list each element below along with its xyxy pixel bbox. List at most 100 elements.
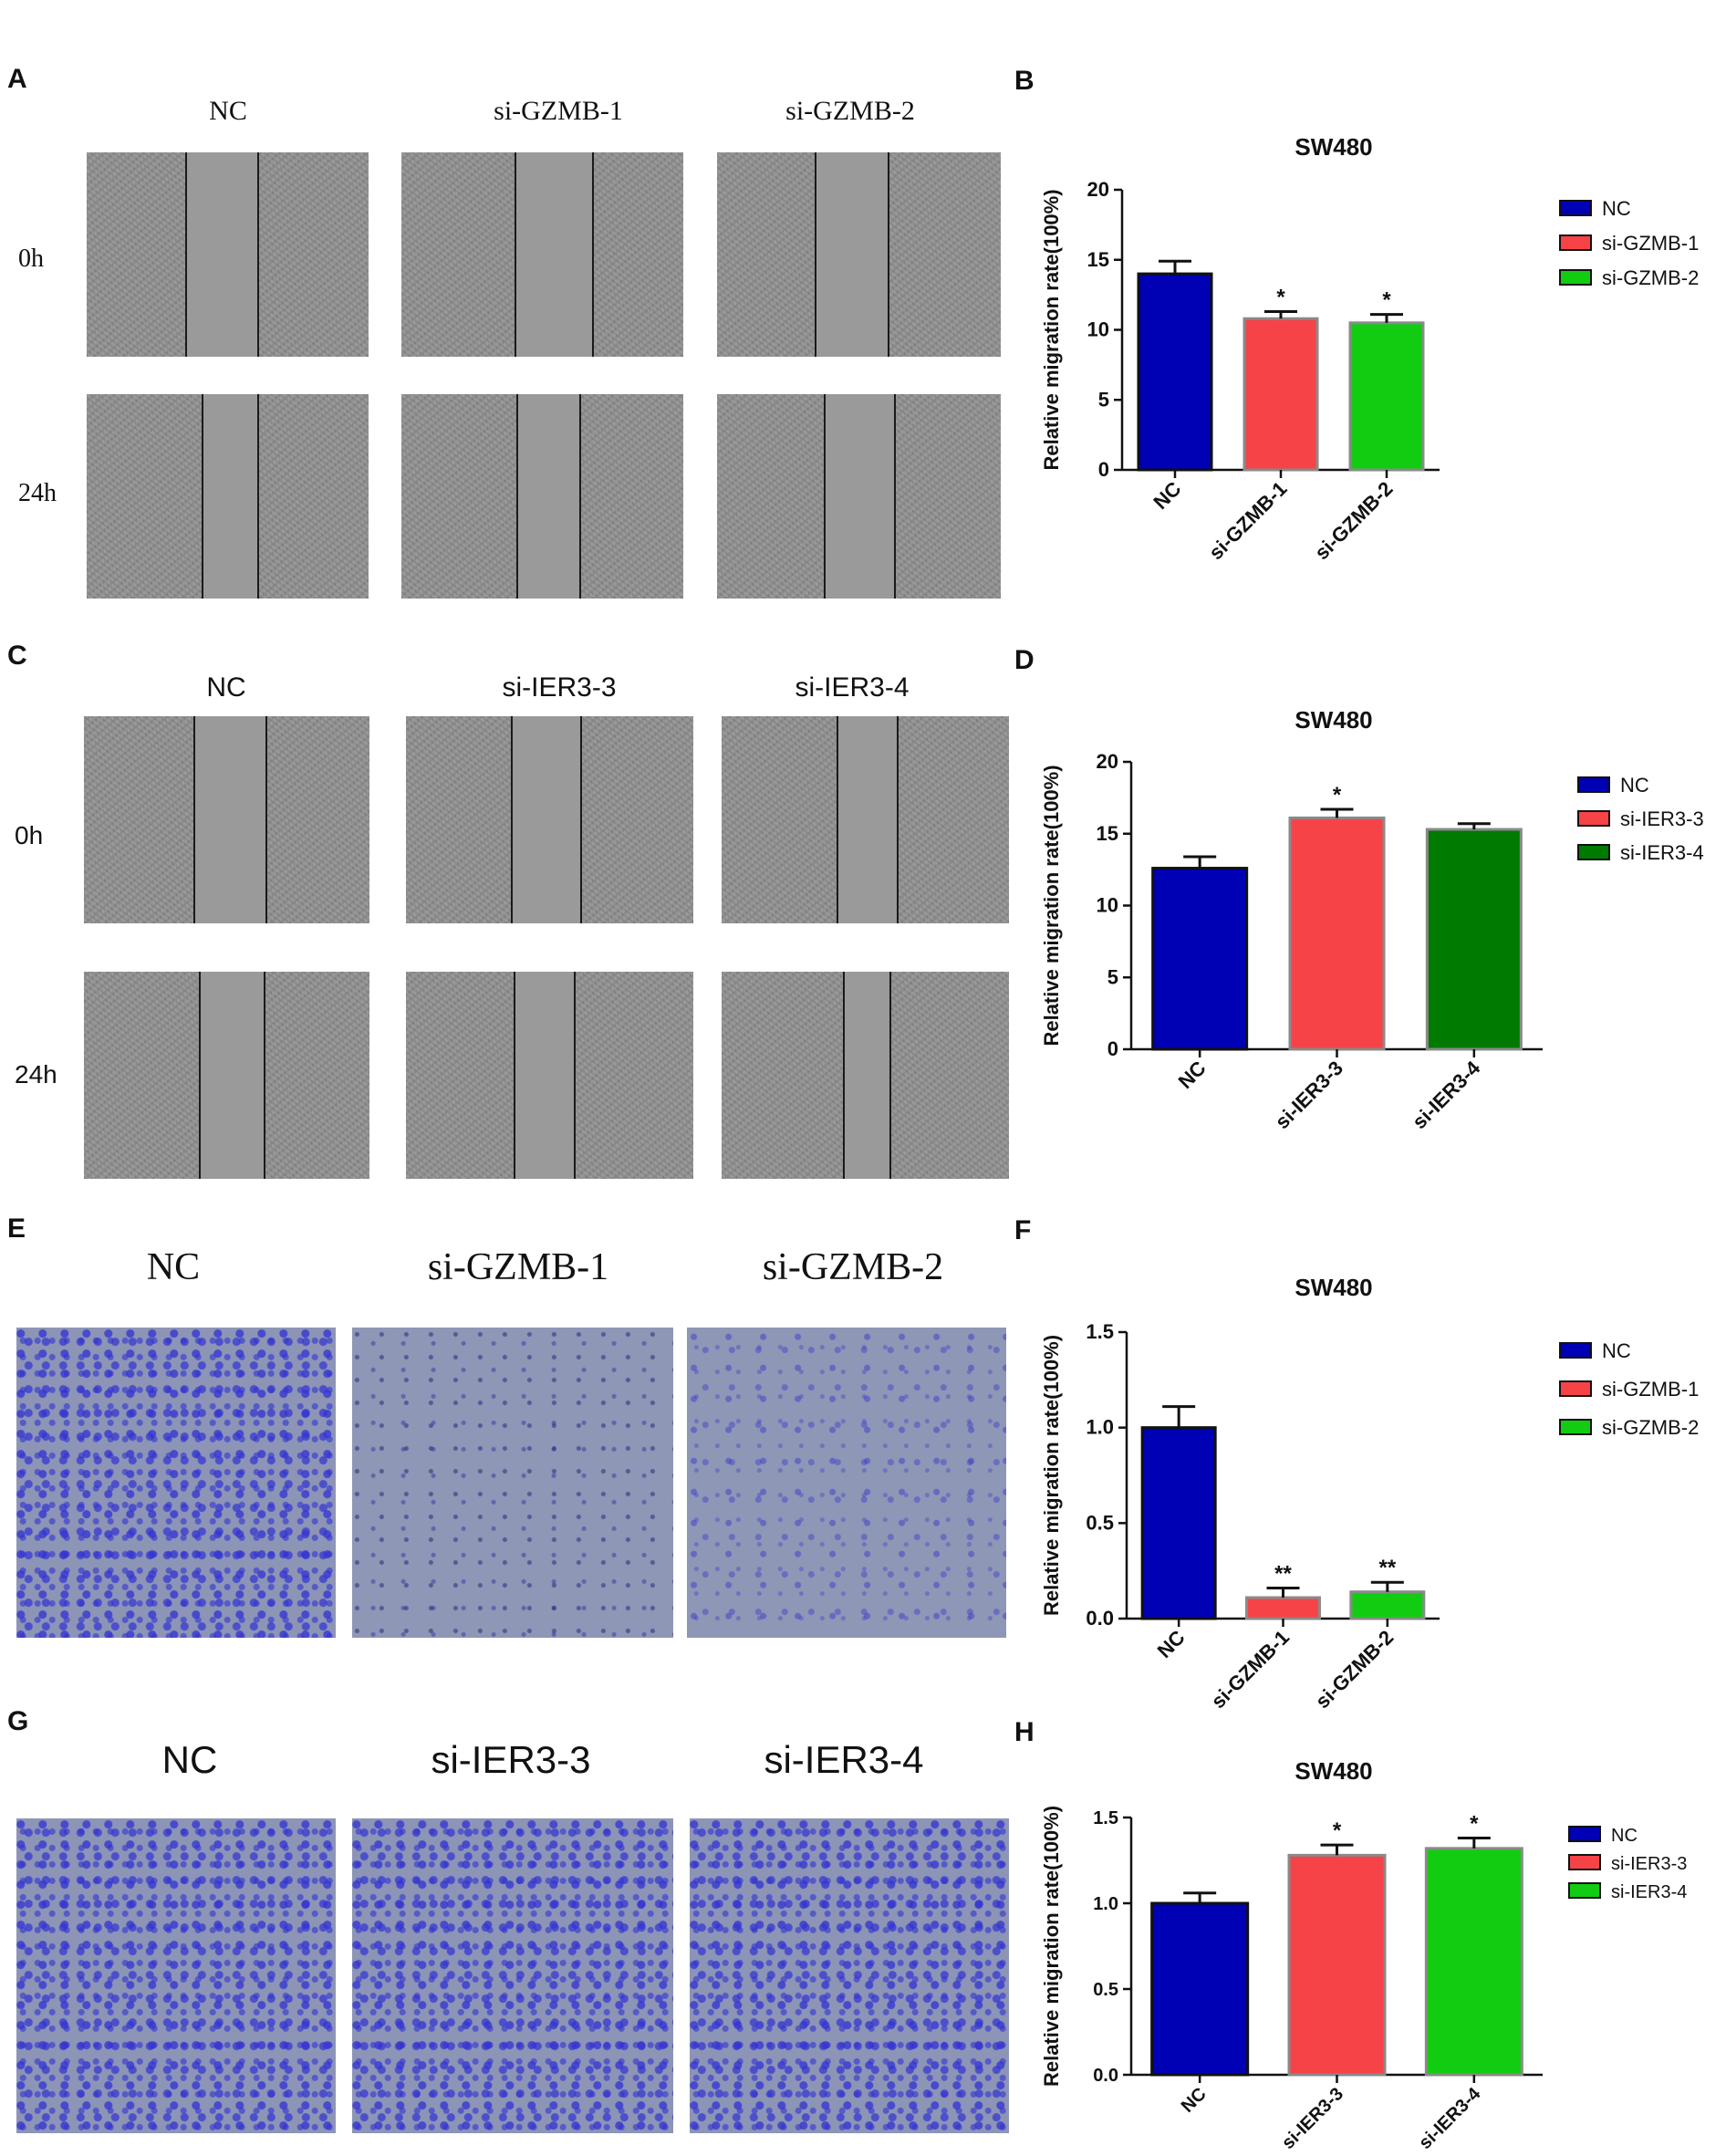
chart-title: SW480 <box>1294 133 1372 161</box>
y-tick-label: 15 <box>1097 822 1118 845</box>
column-label-si-ier3-3: si-IER3-3 <box>502 672 617 703</box>
y-axis-label: Relative migration rate(100%) <box>1040 1806 1063 2087</box>
legend-swatch <box>1577 810 1610 827</box>
wound-image-nc-0h <box>84 716 369 923</box>
bar-si-ier3-4 <box>1424 1847 1523 2077</box>
y-tick-label: 1.5 <box>1086 1320 1114 1343</box>
legend-label: NC <box>1611 1826 1638 1846</box>
bar-nc <box>1151 867 1249 1051</box>
legend-label: si-IER3-3 <box>1620 807 1704 830</box>
wound-image-si-gzmb-1-24h <box>401 394 683 599</box>
panel-letter-g: G <box>7 1706 29 1736</box>
legend-label: NC <box>1602 197 1631 220</box>
panel-letter-f: F <box>1014 1215 1031 1245</box>
y-tick-label: 20 <box>1087 178 1109 201</box>
row-label-0h: 0h <box>18 245 44 273</box>
bar-nc <box>1150 1901 1250 2077</box>
column-label-si-gzmb-1: si-GZMB-1 <box>494 96 623 126</box>
y-tick-label: 0.0 <box>1086 1607 1114 1630</box>
transwell-image-nc <box>16 1328 336 1638</box>
legend-label: si-IER3-4 <box>1620 841 1704 864</box>
legend-swatch <box>1559 1380 1592 1397</box>
bar-si-ier3-4 <box>1425 828 1523 1051</box>
panel-letter-e: E <box>7 1213 26 1244</box>
wound-image-si-gzmb-2-24h <box>717 394 1001 599</box>
legend-swatch <box>1577 844 1610 860</box>
significance-marker: * <box>1333 783 1342 807</box>
bar-si-gzmb-2 <box>1349 1590 1426 1620</box>
legend-label: si-GZMB-2 <box>1602 1416 1699 1439</box>
row-label-0h: 0h <box>15 821 44 849</box>
legend-swatch <box>1568 1826 1601 1842</box>
legend-swatch <box>1568 1854 1601 1870</box>
column-label-si-ier3-4: si-IER3-4 <box>764 1738 924 1781</box>
column-label-nc: NC <box>146 1246 201 1288</box>
significance-marker: * <box>1470 1812 1479 1837</box>
bar-si-gzmb-2 <box>1348 321 1425 472</box>
y-tick-label: 10 <box>1087 318 1109 341</box>
y-tick-label: 10 <box>1097 894 1118 917</box>
wound-image-si-ier3-4-0h <box>722 716 1009 923</box>
significance-marker: * <box>1333 1818 1342 1843</box>
panel-letter-h: H <box>1014 1717 1035 1747</box>
column-label-nc: NC <box>209 96 247 126</box>
transwell-image-si-ier3-4 <box>690 1818 1009 2133</box>
x-tick-label: si-GZMB-1 <box>1204 477 1291 564</box>
x-tick-label: si-GZMB-2 <box>1311 1626 1398 1713</box>
legend-swatch <box>1577 776 1610 793</box>
wound-image-si-ier3-4-24h <box>722 972 1009 1179</box>
column-label-si-gzmb-2: si-GZMB-2 <box>762 1246 944 1288</box>
transwell-image-si-ier3-3 <box>352 1818 673 2133</box>
significance-marker: * <box>1276 286 1285 310</box>
panel-letter-a: A <box>7 64 27 94</box>
wound-image-si-ier3-3-0h <box>406 716 693 923</box>
y-tick-label: 5 <box>1098 388 1109 411</box>
wound-image-nc-24h <box>87 394 369 599</box>
bar-nc <box>1140 1426 1217 1620</box>
wound-image-nc-24h <box>84 972 369 1179</box>
bar-si-ier3-3 <box>1287 1853 1387 2077</box>
y-tick-label: 1.0 <box>1093 1894 1118 1914</box>
x-tick-label: si-IER3-4 <box>1415 2083 1485 2153</box>
y-axis-label: Relative migration rate(100%) <box>1040 1335 1063 1616</box>
legend-label: si-IER3-4 <box>1611 1882 1687 1902</box>
y-tick-label: 5 <box>1107 965 1118 988</box>
column-label-si-ier3-3: si-IER3-3 <box>431 1738 591 1781</box>
wound-image-si-ier3-3-24h <box>406 972 693 1179</box>
y-axis-label: Relative migration rate(100%) <box>1040 189 1063 470</box>
row-label-24h: 24h <box>18 479 57 507</box>
panel-letter-c: C <box>7 641 27 671</box>
legend-label: si-GZMB-1 <box>1602 232 1699 255</box>
wound-image-si-gzmb-1-0h <box>401 152 683 357</box>
legend-swatch <box>1568 1882 1601 1899</box>
bar-chart-b: B SW480 Relative migration rate(100%) 0 5 10 1… <box>1014 66 1699 564</box>
column-label-nc: NC <box>161 1738 218 1781</box>
legend-swatch <box>1559 1419 1592 1435</box>
y-tick-label: 1.5 <box>1093 1808 1118 1828</box>
significance-marker: * <box>1382 288 1391 313</box>
chart-title: SW480 <box>1294 706 1372 734</box>
y-tick-label: 0.5 <box>1086 1511 1114 1534</box>
transwell-image-nc <box>16 1818 336 2133</box>
y-tick-label: 15 <box>1087 248 1109 271</box>
legend-label: si-IER3-3 <box>1611 1854 1687 1874</box>
x-tick-label: si-GZMB-1 <box>1207 1626 1294 1713</box>
bar-si-gzmb-1 <box>1245 1596 1321 1620</box>
row-label-24h: 24h <box>15 1060 57 1088</box>
column-label-nc: NC <box>206 672 246 703</box>
panel-letter-d: D <box>1014 645 1035 675</box>
bar-si-gzmb-1 <box>1243 317 1319 472</box>
x-tick-label: si-IER3-3 <box>1271 1057 1347 1133</box>
legend-swatch <box>1559 234 1592 251</box>
significance-marker: ** <box>1378 1556 1396 1580</box>
x-tick-label: si-GZMB-2 <box>1310 477 1397 564</box>
y-tick-label: 0.5 <box>1093 1980 1118 2000</box>
y-tick-label: 0 <box>1098 458 1109 481</box>
y-tick-label: 1.0 <box>1086 1416 1114 1439</box>
x-tick-label: si-IER3-3 <box>1278 2084 1347 2153</box>
legend-swatch <box>1559 200 1592 216</box>
x-tick-label: si-IER3-4 <box>1408 1056 1485 1133</box>
bar-nc <box>1137 272 1213 472</box>
column-label-si-ier3-4: si-IER3-4 <box>795 672 910 703</box>
legend-swatch <box>1559 1342 1592 1359</box>
